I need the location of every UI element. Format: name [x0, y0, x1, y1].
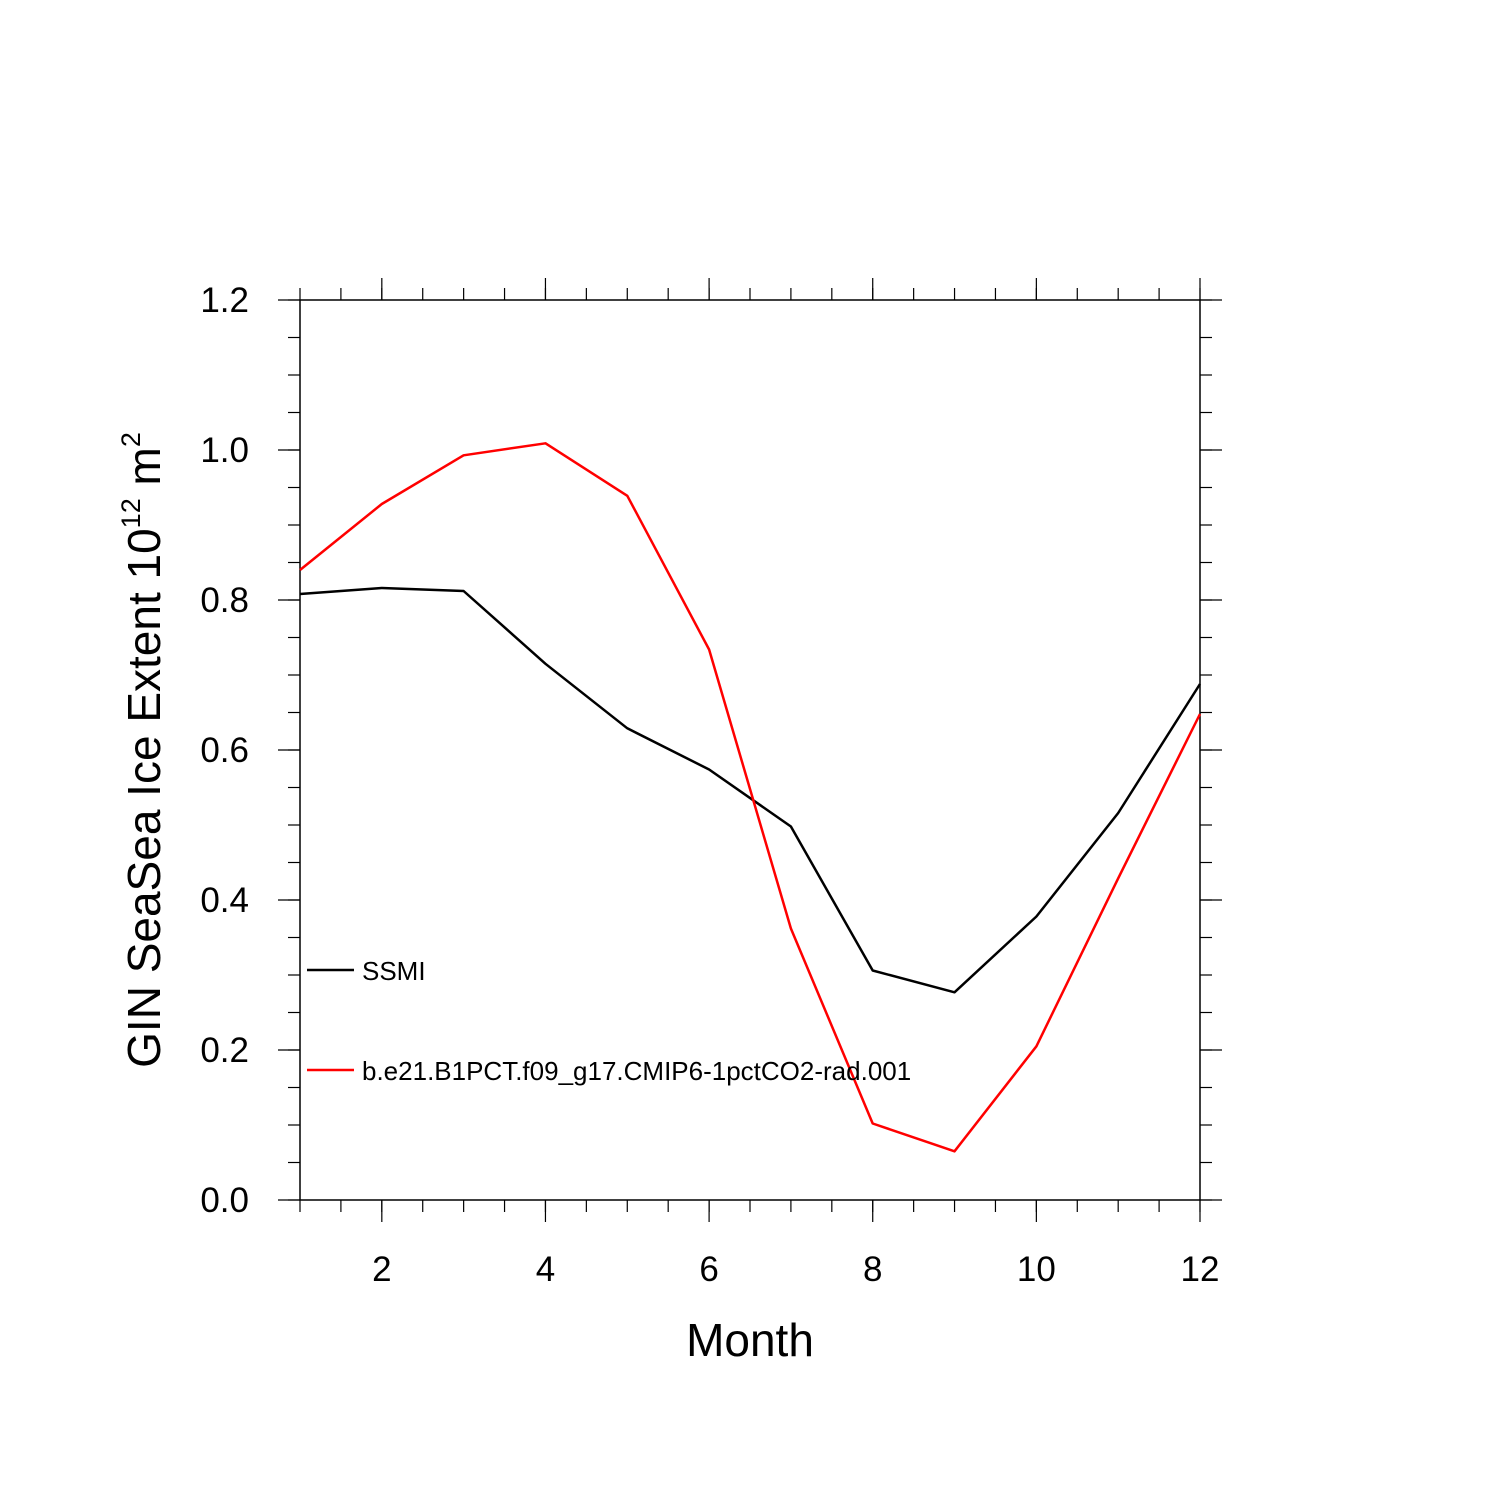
legend-label-ssmi: SSMI — [362, 956, 426, 986]
y-axis-title-exponent: 12 — [116, 498, 146, 528]
x-tick-label: 12 — [1181, 1250, 1220, 1289]
legend-label-model: b.e21.B1PCT.f09_g17.CMIP6-1pctCO2-rad.00… — [362, 1056, 911, 1086]
y-tick-label: 0.2 — [200, 1031, 249, 1070]
series-line-model — [299, 442, 1202, 1153]
y-tick-label: 0.4 — [200, 881, 249, 920]
x-tick-label: 10 — [1017, 1250, 1056, 1289]
x-tick-label: 8 — [863, 1250, 882, 1289]
x-tick-label: 2 — [372, 1250, 391, 1289]
y-tick-label: 0.0 — [200, 1181, 249, 1220]
x-tick-label: 4 — [536, 1250, 555, 1289]
y-tick-label: 1.0 — [200, 431, 249, 470]
y-axis-title-unit: m — [118, 447, 170, 498]
y-axis-title: GIN SeaSea Ice Extent 1012 m2 — [116, 432, 170, 1068]
y-tick-label: 0.6 — [200, 731, 249, 770]
y-axis-title-main: GIN SeaSea Ice Extent 10 — [118, 528, 170, 1068]
tick-marks — [278, 278, 1222, 1222]
y-tick-label: 1.2 — [200, 281, 249, 320]
series-layer — [299, 442, 1202, 1153]
x-tick-label: 6 — [699, 1250, 718, 1289]
series-line-ssmi — [299, 586, 1202, 994]
x-axis-title: Month — [686, 1314, 814, 1366]
legend: SSMI b.e21.B1PCT.f09_g17.CMIP6-1pctCO2-r… — [307, 956, 911, 1086]
plot-frame — [299, 299, 1201, 1201]
y-tick-labels: 0.0 0.2 0.4 0.6 0.8 1.0 1.2 — [200, 281, 249, 1220]
x-tick-labels: 2 4 6 8 10 12 — [372, 1250, 1219, 1289]
y-axis-title-unit-exponent: 2 — [116, 432, 146, 447]
y-tick-label: 0.8 — [200, 581, 249, 620]
